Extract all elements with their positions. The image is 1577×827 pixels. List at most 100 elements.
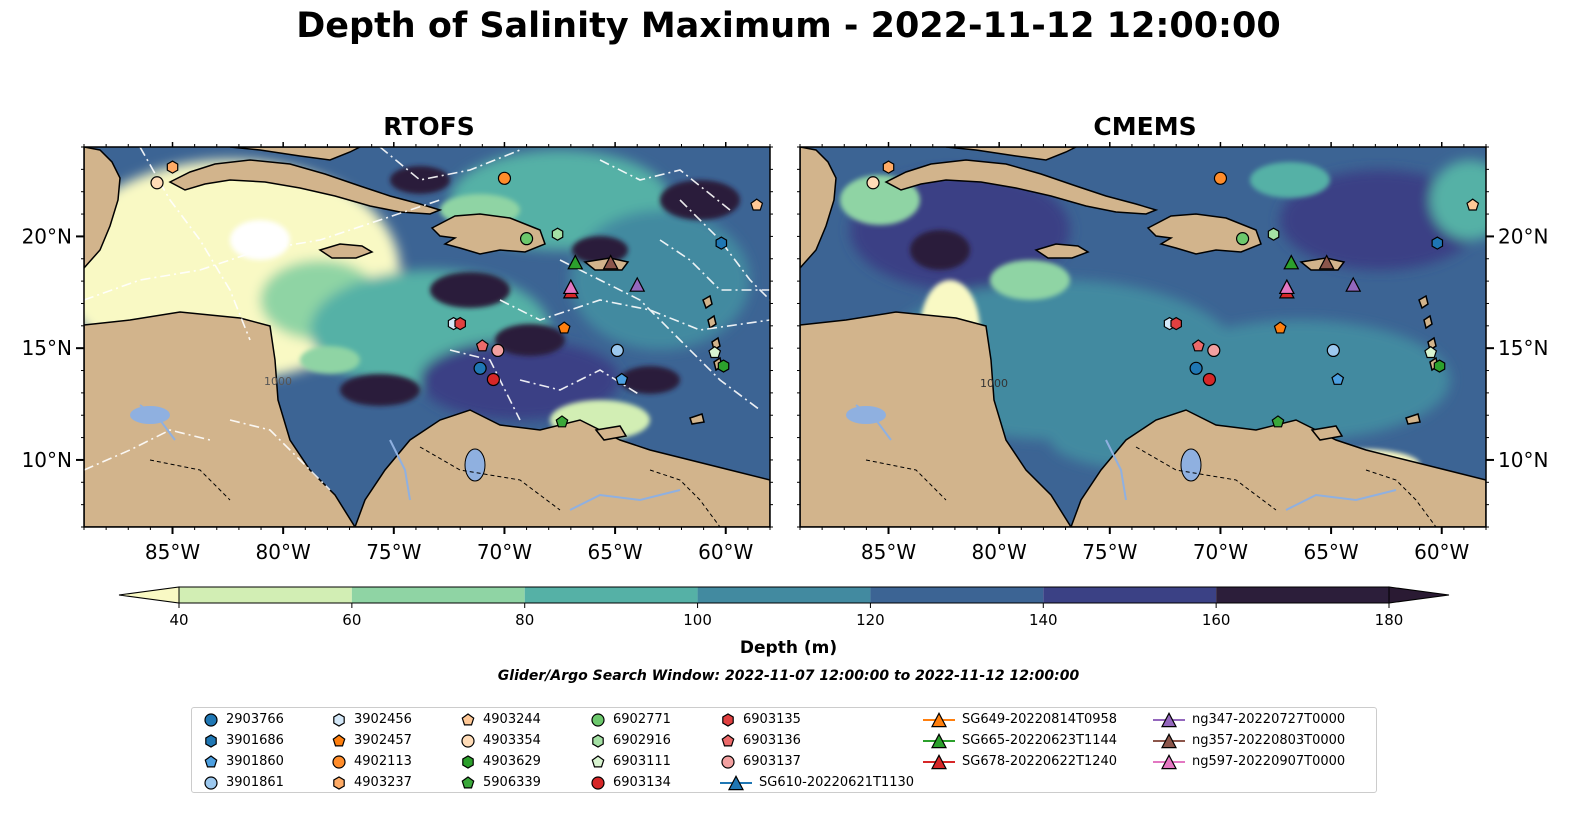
legend-marker <box>204 713 218 727</box>
x-tick-label: 65°W <box>587 540 642 564</box>
marker-3902457-cmems <box>1273 321 1287 334</box>
legend-label: 6903134 <box>613 775 671 790</box>
legend-marker <box>721 755 735 769</box>
colorbar-tick-label: 180 <box>1375 611 1404 629</box>
marker-ng347-20220727T0000-rtofs <box>629 276 646 292</box>
legend-triangle-icon <box>931 754 947 770</box>
legend-item: SG610-20220621T1130 <box>719 773 914 793</box>
legend-marker <box>461 734 475 748</box>
colorbar-segment <box>524 587 698 603</box>
legend-label: 4903244 <box>483 712 541 727</box>
marker-3902457-rtofs <box>557 321 571 334</box>
legend-item: SG678-20220622T1240 <box>922 752 1117 772</box>
legend-circle-icon <box>332 755 346 769</box>
observation-markers <box>150 160 1480 428</box>
legend-item: SG665-20220623T1144 <box>922 731 1117 751</box>
marker-3901686-rtofs <box>715 236 728 250</box>
legend-item: 2903766 <box>202 710 284 730</box>
legend-marker <box>204 776 218 790</box>
legend-label: 3902457 <box>354 733 412 748</box>
legend-item: 4903629 <box>459 752 541 772</box>
marker-ng597-20220907T0000-rtofs <box>562 278 579 295</box>
legend-triangle-icon <box>931 733 947 749</box>
marker-6903137-cmems <box>1207 343 1221 358</box>
rtofs-map <box>84 147 770 527</box>
y-tick-label-right: 10°N <box>1498 448 1548 472</box>
legend-hexagon-icon <box>722 713 734 727</box>
legend-marker <box>461 713 475 726</box>
legend-hexagon-icon <box>205 734 217 748</box>
legend-marker <box>462 755 474 769</box>
marker-6903137-rtofs <box>491 343 505 358</box>
colorbar-extend-high <box>1388 586 1450 604</box>
legend-label: SG649-20220814T0958 <box>962 712 1118 727</box>
marker-3901686-cmems <box>1431 236 1444 250</box>
legend-marker <box>1153 733 1185 749</box>
legend-hexagon-icon <box>462 755 474 769</box>
marker-6902916-cmems <box>1267 227 1280 241</box>
legend-item: 3902456 <box>330 710 412 730</box>
legend-marker <box>332 734 346 747</box>
marker-4903629-cmems <box>1433 359 1446 373</box>
legend-label: 3901686 <box>226 733 284 748</box>
legend-item: 3902457 <box>330 731 412 751</box>
legend-triangle-icon <box>1161 754 1177 770</box>
legend-item: SG649-20220814T0958 <box>922 710 1117 730</box>
legend-item: ng357-20220803T0000 <box>1152 731 1345 751</box>
marker-SG665-20220623T1144-cmems <box>1283 254 1300 270</box>
legend-label: 6903135 <box>743 712 801 727</box>
marker-4903237-cmems <box>882 160 895 174</box>
marker-4903629-rtofs <box>717 359 730 373</box>
colorbar-tick-label: 140 <box>1029 611 1058 629</box>
panel-title-cmems: CMEMS <box>1093 112 1197 141</box>
legend-item: 6903136 <box>719 731 801 751</box>
y-tick-label-left: 15°N <box>22 336 72 360</box>
legend-triangle-icon <box>931 712 947 728</box>
colorbar-segment <box>1216 587 1389 603</box>
marker-6903136-cmems <box>1191 339 1205 352</box>
legend-item: 3901686 <box>202 731 284 751</box>
legend-marker <box>591 713 605 727</box>
colorbar-outline <box>178 586 1390 604</box>
marker-ng357-20220803T0000-cmems <box>1318 254 1335 270</box>
marker-6902771-cmems <box>1235 232 1250 246</box>
legend-label: SG678-20220622T1240 <box>962 754 1118 769</box>
marker-3901861-rtofs <box>610 343 624 358</box>
legend-circle-icon <box>204 713 218 727</box>
x-tick-label: 70°W <box>1193 540 1248 564</box>
legend-marker <box>720 775 752 791</box>
x-tick-label: 75°W <box>1082 540 1137 564</box>
marker-6903111-rtofs <box>708 345 722 359</box>
colorbar-segment <box>351 587 525 603</box>
x-tick-label: 70°W <box>477 540 532 564</box>
panel-title-rtofs: RTOFS <box>383 112 475 141</box>
legend-label: ng357-20220803T0000 <box>1192 733 1346 748</box>
marker-ng357-20220803T0000-rtofs <box>602 254 619 270</box>
colorbar-tick-label: 40 <box>169 611 188 629</box>
y-tick-label-right: 20°N <box>1498 224 1548 248</box>
legend-triangle-icon <box>728 775 744 791</box>
marker-2903766-rtofs <box>473 361 487 375</box>
cmems-map <box>800 147 1486 527</box>
x-tick-label: 65°W <box>1303 540 1358 564</box>
colorbar-segment <box>1043 587 1217 603</box>
legend-pentagon-icon <box>461 713 475 726</box>
marker-4902113-cmems <box>1213 171 1228 185</box>
legend-marker <box>592 734 604 748</box>
colorbar-segment <box>697 587 871 603</box>
legend-label: SG610-20220621T1130 <box>759 775 915 790</box>
legend-triangle-icon <box>1161 712 1177 728</box>
x-tick-label: 60°W <box>1414 540 1469 564</box>
legend-label: 6902771 <box>613 712 671 727</box>
legend-marker <box>923 754 955 770</box>
marker-3901860-cmems <box>1331 372 1345 385</box>
legend-label: 5906339 <box>483 775 541 790</box>
marker-2903766-cmems <box>1189 361 1203 375</box>
legend-marker <box>591 755 605 768</box>
colorbar-tick-label: 100 <box>683 611 712 629</box>
legend-marker <box>1153 754 1185 770</box>
legend-circle-icon <box>591 713 605 727</box>
legend-marker <box>923 733 955 749</box>
legend-item: ng597-20220907T0000 <box>1152 752 1345 772</box>
